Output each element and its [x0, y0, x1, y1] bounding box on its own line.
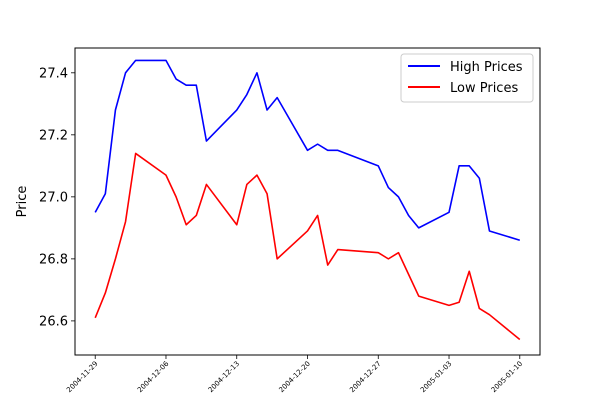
x-tick-label: 2005-01-03 — [419, 360, 453, 394]
legend: High Prices Low Prices — [400, 53, 534, 103]
y-tick-label: 26.6 — [39, 314, 68, 329]
x-tick-label: 2004-12-13 — [207, 360, 241, 394]
y-tick-label: 27.0 — [39, 190, 68, 205]
series-line-high-prices — [94, 59, 521, 242]
x-tick-label: 2004-12-20 — [277, 360, 311, 394]
y-tick-label: 27.2 — [39, 128, 68, 143]
series-line-low-prices — [94, 152, 521, 341]
x-tick-label: 2004-12-27 — [348, 360, 382, 394]
y-axis-label: Price — [15, 186, 30, 218]
x-tick-label: 2004-12-06 — [136, 359, 171, 394]
legend-label-low-prices: Low Prices — [450, 81, 518, 96]
plot-frame — [74, 47, 541, 356]
x-tick-label: 2005-01-10 — [490, 360, 524, 394]
y-tick-label: 27.4 — [39, 66, 68, 81]
x-tick-label: 2004-11-29 — [65, 360, 99, 394]
y-tick-label: 26.8 — [39, 252, 68, 267]
legend-label-high-prices: High Prices — [450, 60, 523, 75]
